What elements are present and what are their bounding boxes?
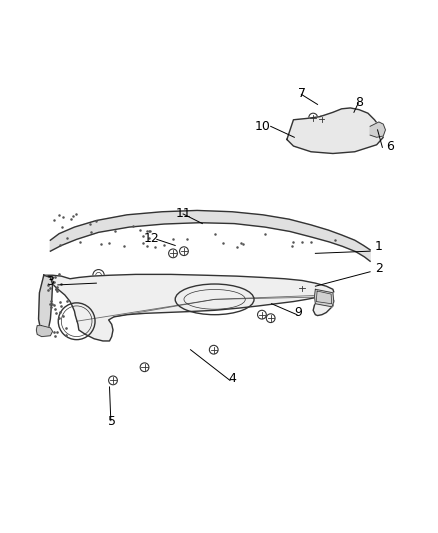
Text: 5: 5 — [108, 416, 116, 429]
Polygon shape — [287, 108, 383, 154]
Text: 1: 1 — [375, 240, 383, 253]
Text: 3: 3 — [46, 276, 54, 288]
Polygon shape — [370, 122, 385, 138]
Text: 6: 6 — [386, 140, 394, 152]
Text: 7: 7 — [298, 87, 306, 100]
Polygon shape — [39, 275, 53, 334]
Text: 11: 11 — [176, 207, 192, 221]
Text: 9: 9 — [294, 306, 302, 319]
Text: 2: 2 — [375, 262, 383, 275]
Text: 8: 8 — [355, 96, 363, 109]
Polygon shape — [50, 211, 370, 261]
Polygon shape — [36, 326, 53, 336]
Text: 10: 10 — [255, 120, 271, 133]
Text: 12: 12 — [143, 231, 159, 245]
Polygon shape — [314, 289, 334, 307]
Polygon shape — [44, 274, 334, 341]
Text: 4: 4 — [228, 372, 236, 385]
